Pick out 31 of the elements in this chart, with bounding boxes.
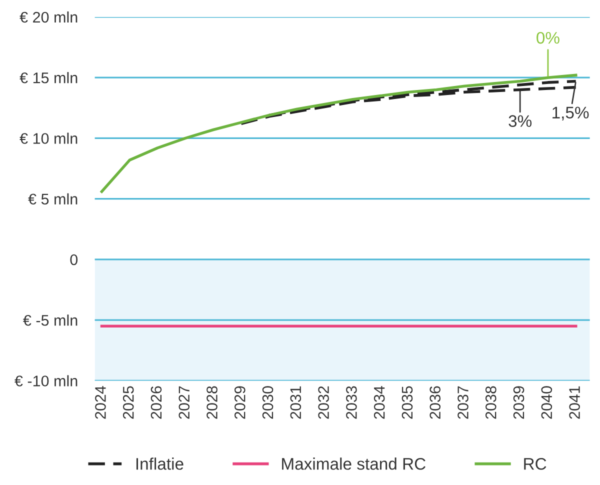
x-tick-label: 2031: [290, 386, 302, 419]
x-tick-label: 2030: [262, 386, 274, 419]
x-tick-label: 2035: [402, 386, 413, 419]
y-tick-label: € 15 mln: [20, 72, 78, 84]
y-tick-label: € 5 mln: [28, 193, 78, 205]
x-tick-label: 2026: [150, 386, 162, 419]
legend-label: RC: [524, 458, 546, 470]
annotation: 0%: [536, 32, 560, 44]
x-tick-label: 2033: [346, 386, 357, 419]
x-tick-label: 2041: [569, 386, 580, 419]
x-tick-label: 2025: [122, 386, 134, 419]
y-tick-label: € -10 mln: [14, 375, 78, 386]
x-tick-label: 2029: [234, 386, 246, 419]
x-tick-label: 2027: [178, 386, 190, 419]
y-tick-label: € 10 mln: [20, 132, 78, 144]
x-tick-label: 2024: [95, 386, 106, 419]
x-tick-label: 2037: [458, 386, 468, 419]
x-tick-label: 2036: [430, 386, 441, 419]
y-tick-label: € -5 mln: [23, 314, 78, 326]
x-tick-label: 2034: [374, 386, 385, 419]
legend-label: Inflatie: [136, 458, 184, 470]
x-tick-label: 2040: [541, 386, 552, 419]
y-tick-label: 0: [70, 254, 78, 266]
x-tick-label: 2039: [513, 386, 524, 419]
annotation: 1,5%: [552, 106, 589, 120]
x-tick-label: 2028: [206, 386, 218, 419]
x-tick-label: 2038: [485, 386, 496, 419]
legend-label: Maximale stand RC: [282, 458, 426, 470]
x-tick-label: 2032: [318, 386, 329, 419]
annotation: 3%: [508, 115, 532, 127]
y-tick-label: € 20 mln: [20, 11, 78, 23]
